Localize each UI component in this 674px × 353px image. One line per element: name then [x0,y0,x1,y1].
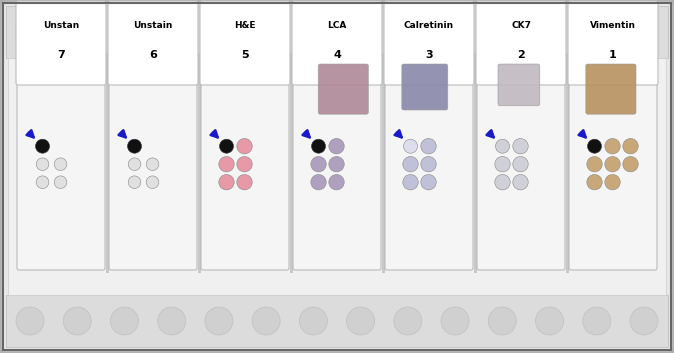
Circle shape [441,307,469,335]
Circle shape [536,18,563,46]
FancyBboxPatch shape [384,1,474,85]
Circle shape [219,174,235,190]
Circle shape [111,18,138,46]
Circle shape [605,156,620,172]
Text: 1: 1 [609,50,617,60]
Circle shape [630,307,658,335]
Circle shape [128,176,141,189]
Circle shape [146,158,159,170]
FancyBboxPatch shape [498,64,540,106]
Circle shape [127,139,142,153]
Circle shape [495,156,510,172]
Text: H&E: H&E [235,20,255,30]
Circle shape [623,138,638,154]
FancyBboxPatch shape [16,1,106,85]
Text: Vimentin: Vimentin [590,20,636,30]
Circle shape [252,18,280,46]
Text: 4: 4 [333,50,341,60]
Text: CK7: CK7 [511,20,531,30]
Circle shape [329,174,344,190]
Circle shape [252,307,280,335]
FancyBboxPatch shape [108,1,198,85]
Circle shape [513,156,528,172]
Circle shape [36,176,49,189]
Text: 5: 5 [241,50,249,60]
FancyBboxPatch shape [568,1,658,85]
Circle shape [441,18,469,46]
Circle shape [587,156,603,172]
Circle shape [513,174,528,190]
Circle shape [36,158,49,170]
Circle shape [237,138,252,154]
Circle shape [146,176,159,189]
Circle shape [237,174,252,190]
Bar [474,53,477,273]
Circle shape [495,139,510,153]
Circle shape [16,307,44,335]
Circle shape [220,139,233,153]
FancyBboxPatch shape [385,56,473,270]
Circle shape [205,307,233,335]
Circle shape [299,307,328,335]
Circle shape [111,307,138,335]
Circle shape [495,174,510,190]
FancyBboxPatch shape [318,64,369,114]
Circle shape [311,139,326,153]
Circle shape [54,158,67,170]
FancyBboxPatch shape [292,1,382,85]
Circle shape [403,156,419,172]
Circle shape [588,139,601,153]
Circle shape [630,18,658,46]
Bar [290,53,293,273]
Circle shape [421,156,436,172]
Bar [566,53,569,273]
FancyBboxPatch shape [17,56,105,270]
Bar [198,53,201,273]
Bar [6,295,668,347]
Text: LCA: LCA [328,20,346,30]
Circle shape [623,156,638,172]
Circle shape [513,138,528,154]
Circle shape [63,307,91,335]
Circle shape [587,174,603,190]
FancyBboxPatch shape [476,1,566,85]
Circle shape [158,307,186,335]
Text: 6: 6 [149,50,157,60]
Circle shape [488,307,516,335]
Circle shape [605,138,620,154]
Text: Unstain: Unstain [133,20,173,30]
Bar [382,53,385,273]
Circle shape [394,18,422,46]
Circle shape [16,18,44,46]
Circle shape [583,307,611,335]
FancyBboxPatch shape [402,64,448,110]
Circle shape [311,156,326,172]
Circle shape [158,18,186,46]
Circle shape [128,158,141,170]
Text: 7: 7 [57,50,65,60]
Circle shape [54,176,67,189]
Circle shape [421,138,436,154]
Circle shape [219,156,235,172]
Circle shape [63,18,91,46]
Circle shape [394,307,422,335]
Text: Unstan: Unstan [43,20,79,30]
Circle shape [605,174,620,190]
Circle shape [299,18,328,46]
FancyBboxPatch shape [586,64,636,114]
Circle shape [536,307,563,335]
Circle shape [403,174,419,190]
Circle shape [583,18,611,46]
Circle shape [346,18,375,46]
Text: 2: 2 [517,50,525,60]
FancyBboxPatch shape [200,1,290,85]
FancyBboxPatch shape [477,56,565,270]
FancyBboxPatch shape [109,56,197,270]
Circle shape [346,307,375,335]
Bar [6,6,668,58]
Bar [106,53,109,273]
Circle shape [36,139,49,153]
Bar [8,58,666,295]
FancyBboxPatch shape [569,56,657,270]
